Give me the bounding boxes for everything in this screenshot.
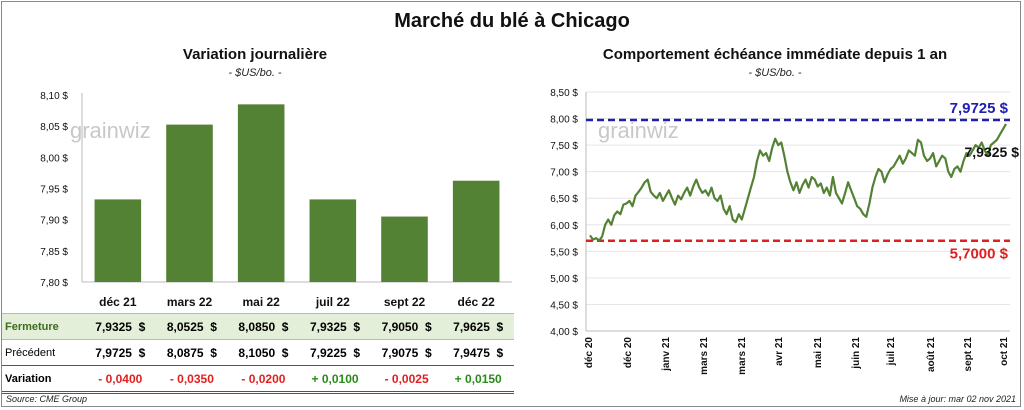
y-tick-label: 8,10 $ [40, 91, 68, 102]
table-cell: + 0,0150 [442, 365, 514, 394]
watermark: grainwiz [70, 118, 151, 143]
y-tick-label: 4,50 $ [550, 300, 578, 311]
x-tick-label: juil 22 [315, 295, 350, 309]
x-tick-label: mai 21 [813, 337, 824, 369]
y-tick-label: 5,50 $ [550, 247, 578, 258]
y-tick-label: 8,05 $ [40, 122, 68, 133]
line-chart-title: Comportement échéance immédiate depuis 1… [602, 46, 948, 63]
x-tick-label: janv 21 [661, 337, 672, 372]
x-tick-label: mai 22 [242, 295, 280, 309]
x-tick-label: avr 21 [774, 337, 785, 366]
bar [94, 199, 142, 282]
y-tick-label: 4,00 $ [550, 327, 578, 338]
x-tick-label: sept 21 [963, 337, 974, 372]
y-tick-label: 7,95 $ [40, 185, 68, 196]
y-tick-label: 6,50 $ [550, 194, 578, 205]
high-label: 7,9725 $ [950, 100, 1009, 117]
table-cell: 8,0525 $ [156, 313, 228, 340]
table-cell: 8,1050 $ [227, 339, 300, 366]
y-tick-label: 6,00 $ [550, 221, 578, 232]
table-row-precedent: Précédent 7,9725 $ 8,0875 $ 8,1050 $ 7,9… [2, 339, 514, 366]
bar-chart-unit: - $US/bo. - [228, 67, 282, 79]
x-tick-label: déc 20 [584, 337, 595, 369]
x-tick-label: juin 21 [851, 337, 862, 370]
table-cell: - 0,0025 [370, 365, 443, 394]
x-tick-label: oct 21 [999, 337, 1010, 366]
watermark: grainwiz [598, 118, 679, 143]
bar-chart-title: Variation journalière [182, 46, 328, 63]
source-note: Source: CME Group [6, 394, 88, 404]
table-cell: 7,9325 $ [84, 313, 157, 340]
table-row-fermeture: Fermeture 7,9325 $ 8,0525 $ 8,0850 $ 7,9… [2, 313, 514, 340]
bar [452, 180, 500, 282]
price-line [589, 123, 1007, 242]
table-row-variation: Variation - 0,0400 - 0,0350 - 0,0200 + 0… [2, 365, 514, 394]
bar [381, 216, 428, 282]
x-tick-label: mars 21 [737, 337, 748, 375]
row-label: Variation [2, 365, 85, 394]
x-tick-label: juil 21 [886, 337, 897, 367]
table-cell: - 0,0200 [227, 365, 300, 394]
table-cell: 7,9225 $ [299, 339, 371, 366]
y-tick-label: 8,00 $ [40, 153, 68, 164]
main-title: Marché du blé à Chicago [394, 10, 630, 32]
table-cell: 7,9475 $ [442, 339, 514, 366]
x-tick-label: mars 21 [699, 337, 710, 375]
table-cell: 7,9050 $ [370, 313, 443, 340]
bar [309, 199, 357, 282]
line-chart-unit: - $US/bo. - [748, 67, 802, 79]
bar [166, 124, 213, 282]
table-cell: + 0,0100 [299, 365, 371, 394]
y-tick-label: 7,80 $ [40, 278, 68, 289]
table-cell: 7,9325 $ [299, 313, 371, 340]
table-cell: - 0,0400 [84, 365, 157, 394]
y-tick-label: 7,00 $ [550, 168, 578, 179]
low-label: 5,7000 $ [950, 246, 1009, 263]
y-tick-label: 7,85 $ [40, 247, 68, 258]
table-cell: 7,9725 $ [84, 339, 157, 366]
y-tick-label: 5,00 $ [550, 274, 578, 285]
table-cell: 8,0875 $ [156, 339, 228, 366]
y-tick-label: 8,00 $ [550, 115, 578, 126]
x-tick-label: sept 22 [384, 295, 426, 309]
table-cell: 8,0850 $ [227, 313, 300, 340]
y-tick-label: 7,50 $ [550, 141, 578, 152]
y-tick-label: 7,90 $ [40, 216, 68, 227]
table-cell: 7,9625 $ [442, 313, 514, 340]
x-tick-label: déc 20 [623, 337, 634, 369]
update-note: Mise à jour: mar 02 nov 2021 [899, 394, 1016, 404]
table-cell: 7,9075 $ [370, 339, 443, 366]
x-tick-label: mars 22 [167, 295, 213, 309]
x-tick-label: août 21 [926, 337, 937, 372]
x-tick-label: déc 22 [457, 295, 495, 309]
row-label: Précédent [2, 339, 85, 366]
bar [237, 104, 285, 282]
last-price-label: 7,9325 $ [965, 144, 1020, 160]
row-label: Fermeture [2, 313, 85, 340]
y-tick-label: 8,50 $ [550, 88, 578, 99]
price-table: Fermeture 7,9325 $ 8,0525 $ 8,0850 $ 7,9… [2, 313, 514, 394]
table-cell: - 0,0350 [156, 365, 228, 394]
x-tick-label: déc 21 [99, 295, 137, 309]
